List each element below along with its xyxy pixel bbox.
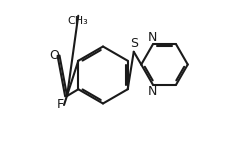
Text: N: N	[148, 85, 157, 98]
Text: F: F	[57, 99, 64, 111]
Text: N: N	[148, 31, 157, 44]
Text: S: S	[130, 37, 137, 50]
Text: CH₃: CH₃	[68, 16, 88, 26]
Text: O: O	[49, 49, 58, 62]
